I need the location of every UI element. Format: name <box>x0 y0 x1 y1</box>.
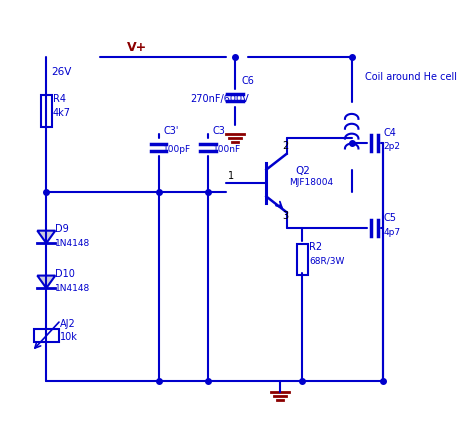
Text: D9: D9 <box>55 224 69 235</box>
Text: 3: 3 <box>282 211 288 221</box>
Text: 10k: 10k <box>60 332 78 342</box>
Bar <box>297 244 308 275</box>
Text: MJF18004: MJF18004 <box>289 178 333 187</box>
Text: D10: D10 <box>55 269 75 279</box>
Text: 100pF: 100pF <box>163 145 191 154</box>
Text: 4k7: 4k7 <box>53 108 71 118</box>
Text: AJ2: AJ2 <box>60 319 75 329</box>
Text: C5: C5 <box>383 213 396 223</box>
Text: 2p2: 2p2 <box>383 142 400 151</box>
Text: 68R/3W: 68R/3W <box>309 257 345 266</box>
Text: 2: 2 <box>282 142 288 151</box>
Text: 100nF: 100nF <box>212 145 241 154</box>
Text: 1N4148: 1N4148 <box>55 284 91 293</box>
Text: 1: 1 <box>228 171 234 181</box>
Text: C4: C4 <box>383 128 396 138</box>
Bar <box>41 96 52 127</box>
Text: 270nF/600V: 270nF/600V <box>190 94 249 104</box>
Text: R4: R4 <box>53 94 66 104</box>
Text: Coil around He cell: Coil around He cell <box>365 72 457 82</box>
Text: 26V: 26V <box>51 67 71 77</box>
Polygon shape <box>37 275 55 288</box>
Text: 4p7: 4p7 <box>383 228 400 237</box>
Text: C3': C3' <box>163 126 178 136</box>
Text: 1N4148: 1N4148 <box>55 239 91 248</box>
Text: C6: C6 <box>242 76 255 86</box>
Text: V+: V+ <box>127 41 147 54</box>
Polygon shape <box>37 231 55 243</box>
Bar <box>34 329 59 342</box>
Text: R2: R2 <box>309 242 322 252</box>
Text: Q2: Q2 <box>296 166 310 176</box>
Text: C3: C3 <box>212 126 225 136</box>
